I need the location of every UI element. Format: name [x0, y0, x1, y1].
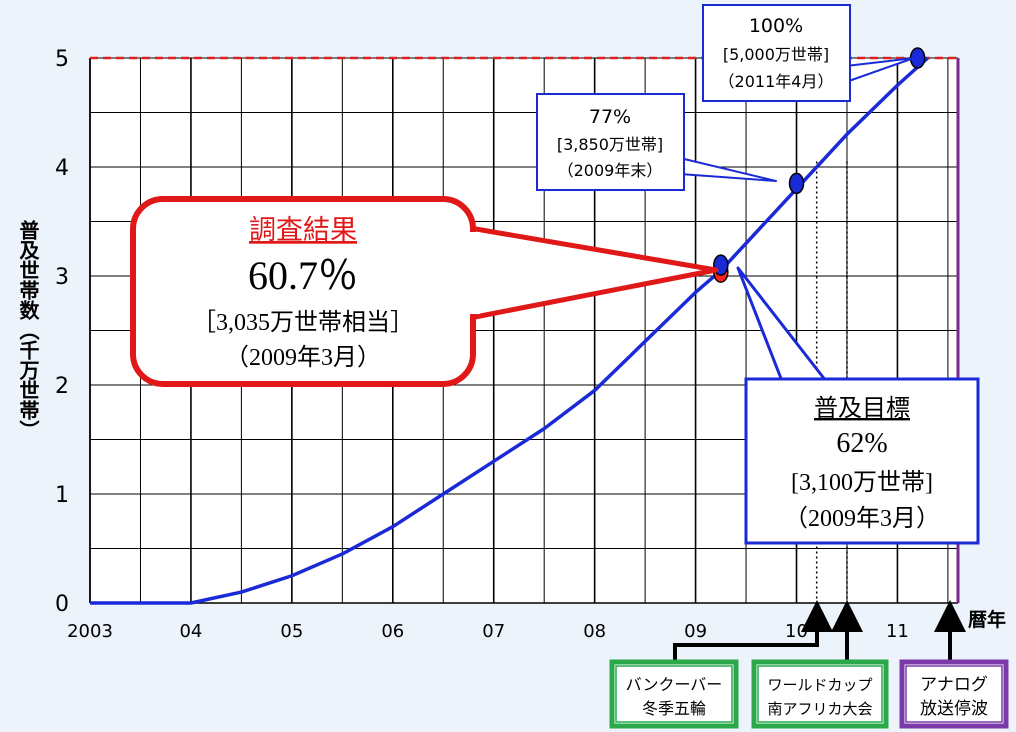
event-vancouver-line1: バンクーバー: [626, 675, 723, 694]
event-analog-box: [899, 659, 1009, 729]
y-axis-label: 普及世帯数（千万世帯）: [16, 219, 40, 440]
x-tick-label: 08: [583, 621, 606, 642]
result-pct: 60.7％: [248, 253, 358, 298]
y-tick-label: 0: [55, 592, 69, 617]
p100-pct: 100%: [749, 15, 803, 37]
target-detail: [3,100万世帯]: [791, 469, 933, 496]
axes: 0 1 2 3 4 5 2003 04 05 06 07 08 09 10 11: [55, 47, 958, 642]
y-tick-label: 3: [55, 265, 69, 290]
p77-callout: 77% [3,850万世帯] （2009年末）: [536, 93, 777, 191]
target-title: 普及目標: [814, 395, 910, 422]
p100-date: （2011年4月）: [719, 72, 834, 91]
target-callout-box: [744, 377, 980, 545]
event-analog: アナログ 放送停波: [899, 600, 1009, 729]
y-tick-label: 4: [55, 156, 69, 181]
x-axis-label: 暦年: [968, 608, 1006, 631]
p100-callout: 100% [5,000万世帯] （2011年4月）: [702, 4, 915, 102]
p100-detail: [5,000万世帯]: [723, 45, 829, 64]
p77-detail: [3,850万世帯]: [557, 135, 663, 154]
event-worldcup: ワールドカップ 南アフリカ大会: [751, 600, 889, 729]
p100-callout-box: [702, 4, 851, 102]
p77-callout-box: [536, 93, 685, 191]
p77-pct: 77%: [589, 106, 631, 128]
result-detail: ［3,035万世帯相当］: [192, 309, 414, 336]
event-analog-line2: 放送停波: [920, 699, 988, 719]
event-vancouver-connector: [673, 600, 833, 662]
result-title: 調査結果: [249, 215, 357, 245]
target-pct: 62%: [836, 428, 887, 459]
event-worldcup-line2: 南アフリカ大会: [767, 700, 872, 718]
event-vancouver-line2: 冬季五輪: [642, 699, 706, 718]
event-worldcup-line1: ワールドカップ: [767, 676, 872, 694]
x-tick-label: 2003: [67, 621, 113, 642]
x-tick-label: 07: [482, 621, 505, 642]
event-worldcup-box: [751, 659, 889, 729]
result-date: （2009年3月）: [225, 344, 381, 371]
target-callout: 普及目標 62% [3,100万世帯] （2009年3月）: [736, 266, 980, 545]
y-tick-label: 5: [55, 47, 69, 72]
y-tick-label: 1: [55, 483, 69, 508]
x-tick-label: 10: [785, 621, 808, 642]
event-vancouver-box: [609, 659, 739, 729]
x-tick-label: 09: [684, 621, 707, 642]
data-point: [788, 172, 805, 195]
event-analog-line1: アナログ: [920, 675, 988, 695]
y-tick-label: 2: [55, 374, 69, 399]
x-tick-label: 05: [280, 621, 303, 642]
event-vancouver: バンクーバー 冬季五輪: [609, 600, 833, 729]
x-tick-label: 11: [886, 621, 909, 642]
target-date: （2009年3月）: [784, 505, 940, 532]
x-tick-label: 06: [381, 621, 404, 642]
result-callout: 調査結果 60.7％ ［3,035万世帯相当］ （2009年3月）: [130, 196, 719, 387]
p77-date: （2009年末）: [558, 161, 663, 180]
x-tick-label: 04: [179, 621, 202, 642]
